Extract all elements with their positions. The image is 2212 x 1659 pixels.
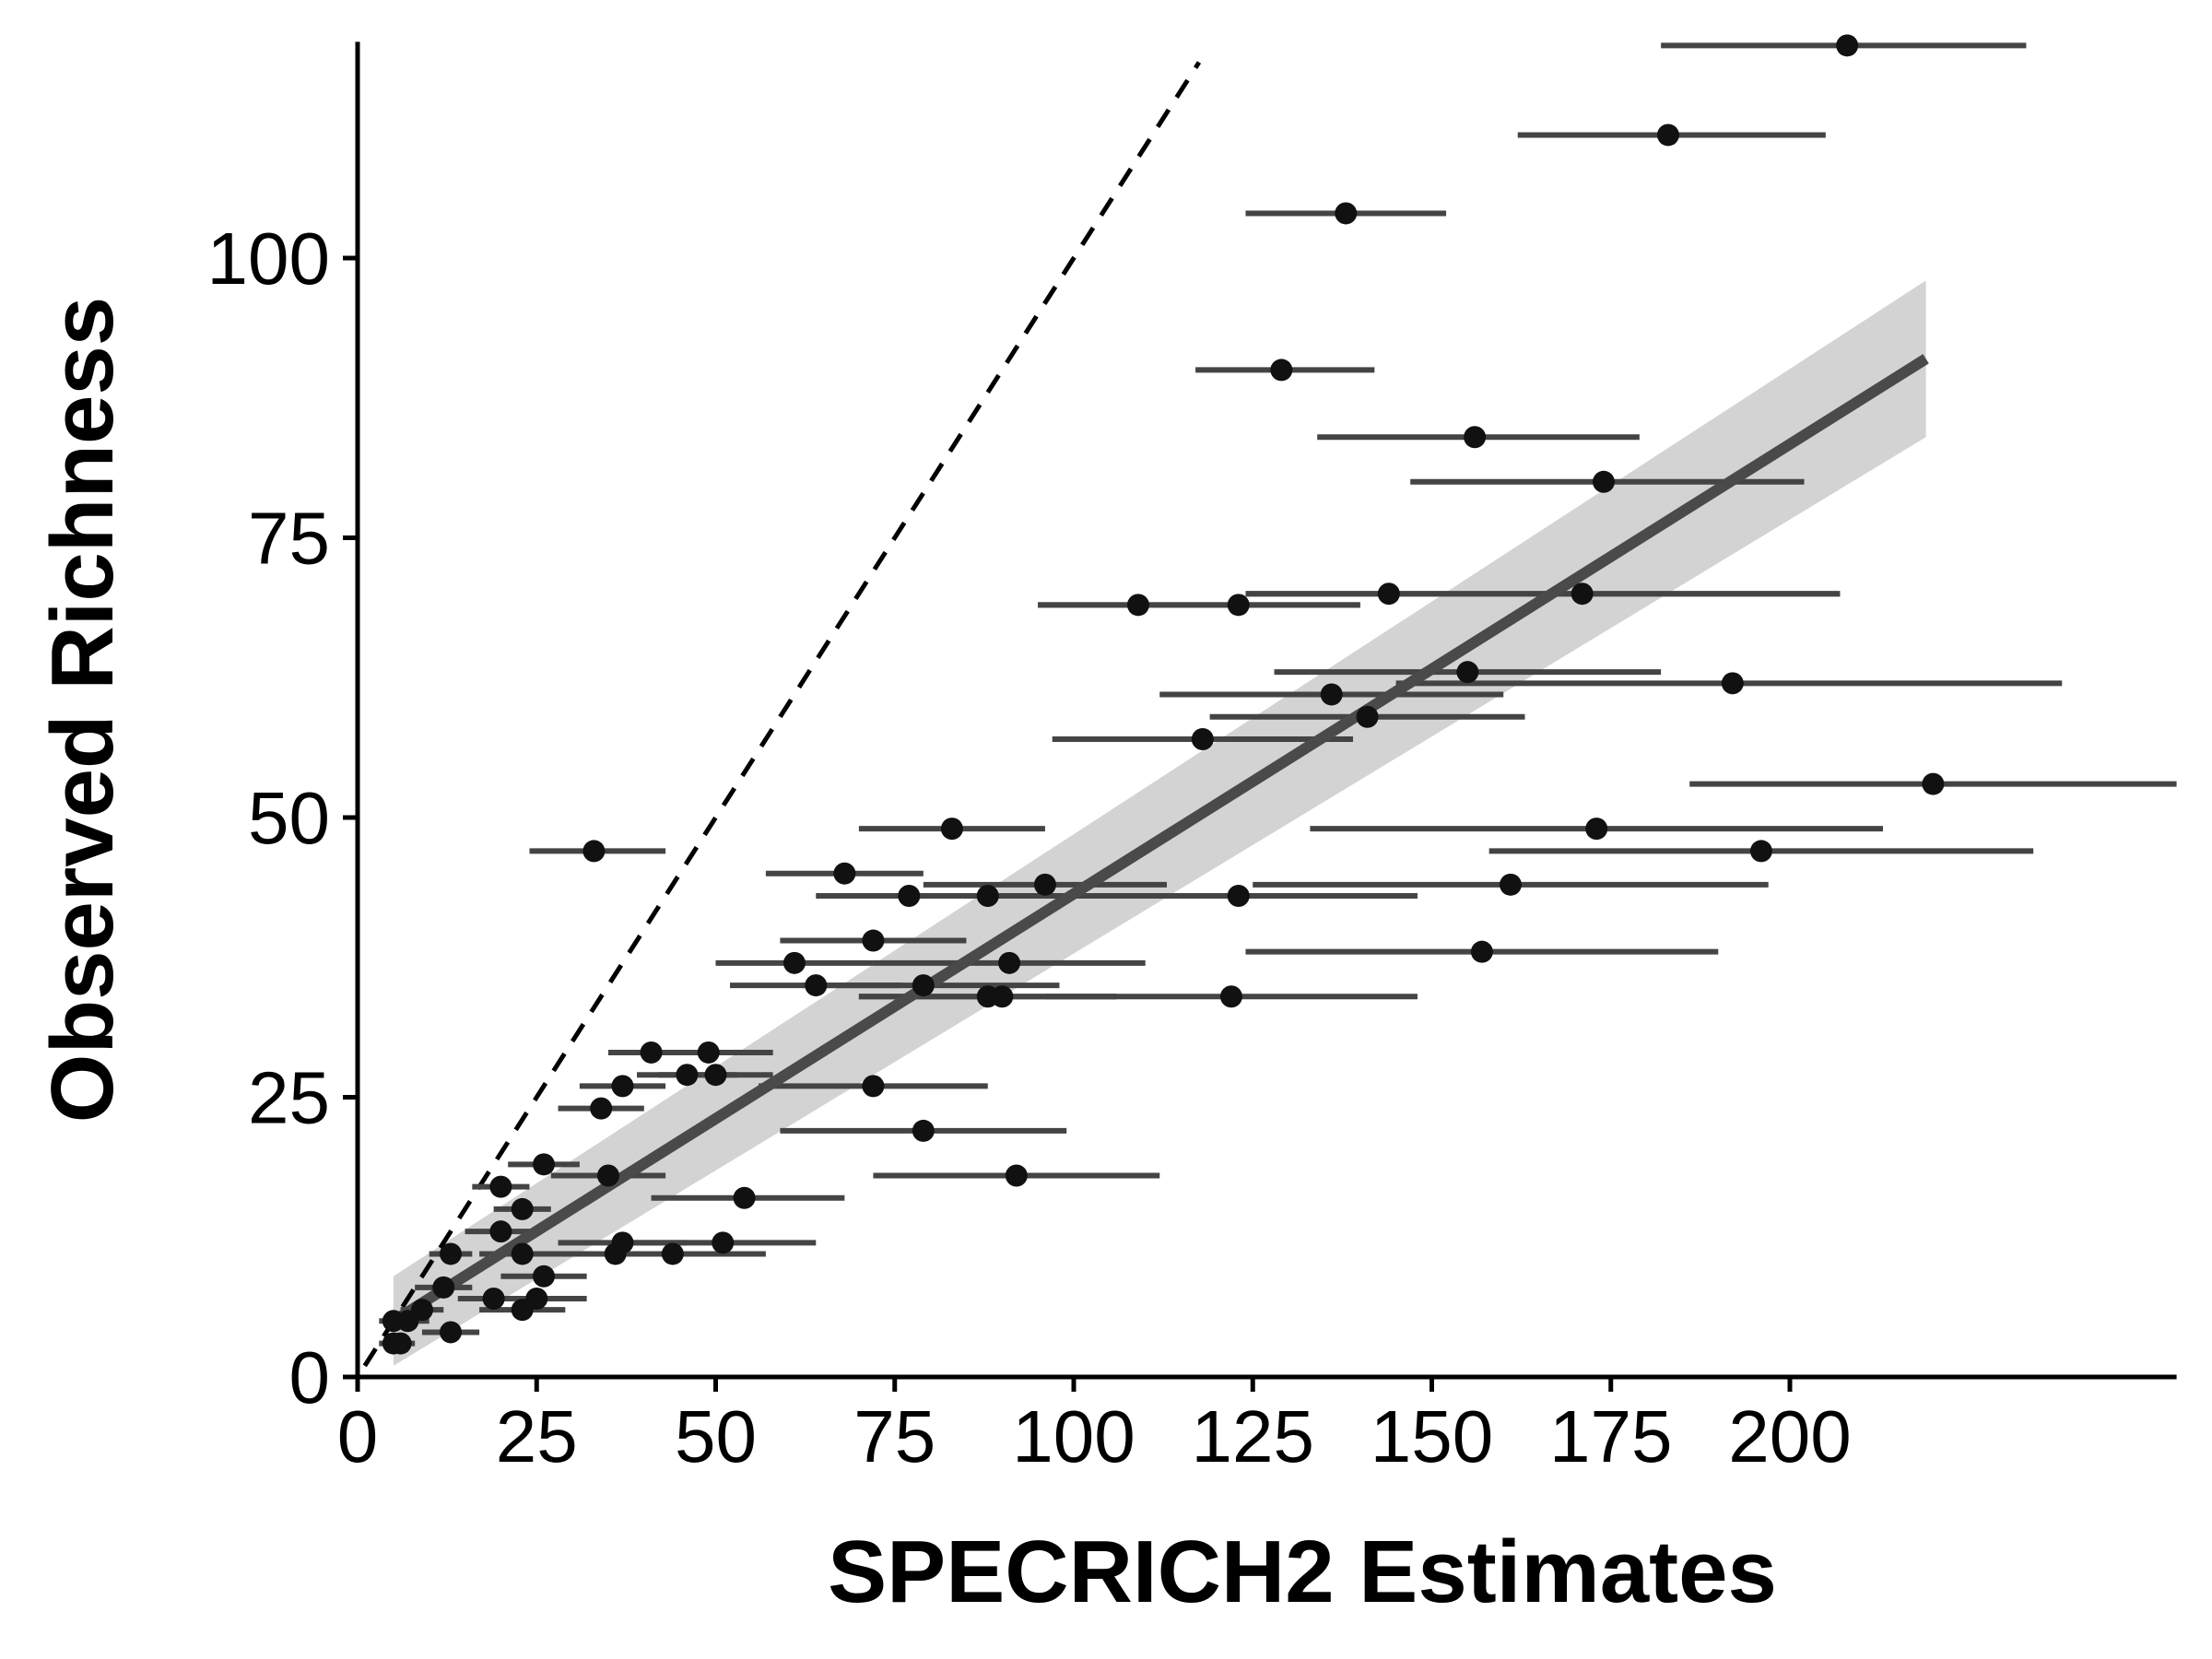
- data-point: [440, 1321, 463, 1344]
- data-point: [1836, 34, 1859, 57]
- data-point: [640, 1041, 663, 1064]
- data-point: [590, 1097, 613, 1120]
- data-point: [511, 1242, 534, 1265]
- data-point: [782, 951, 806, 974]
- data-point: [1656, 124, 1679, 147]
- y-axis-title: Observed Richness: [33, 297, 132, 1123]
- data-point-layer: [382, 34, 1945, 1355]
- y-tick-label: 75: [248, 498, 330, 580]
- confidence-band: [393, 280, 1926, 1366]
- x-tick-label: 75: [853, 1395, 935, 1477]
- fit-line: [390, 354, 1929, 1326]
- data-point: [712, 1231, 735, 1254]
- data-point: [1499, 873, 1522, 896]
- data-point: [1749, 840, 1772, 863]
- data-point: [1592, 470, 1615, 493]
- x-tick-label: 175: [1549, 1395, 1672, 1477]
- data-point: [533, 1153, 556, 1176]
- x-tick-label: 50: [675, 1395, 757, 1477]
- x-tick-label: 0: [337, 1395, 379, 1477]
- x-tick-label: 125: [1192, 1395, 1314, 1477]
- y-tick-label: 0: [289, 1336, 331, 1418]
- data-point: [382, 1310, 405, 1333]
- data-point: [862, 1075, 885, 1098]
- data-point: [611, 1075, 634, 1098]
- data-point: [1922, 772, 1945, 795]
- data-point: [440, 1242, 463, 1265]
- data-point: [389, 1332, 412, 1355]
- data-point: [1191, 728, 1214, 751]
- data-point: [704, 1064, 727, 1087]
- data-point: [1456, 661, 1479, 684]
- data-point: [511, 1197, 534, 1220]
- data-point: [998, 951, 1021, 974]
- data-point: [697, 1041, 720, 1064]
- axes: 0 25 50 75 100 125 150 175 200 0 25 50 75 100: [207, 41, 2177, 1477]
- data-point: [533, 1265, 556, 1288]
- data-point: [1335, 202, 1358, 225]
- data-point: [489, 1175, 512, 1198]
- data-point: [582, 840, 606, 863]
- x-tick-label: 100: [1012, 1395, 1135, 1477]
- data-point: [482, 1288, 505, 1311]
- data-point: [1571, 582, 1594, 606]
- y-tick-label: 100: [207, 218, 330, 300]
- fit-line-layer: [390, 354, 1929, 1326]
- y-tick-label: 50: [248, 777, 330, 859]
- data-point: [940, 818, 963, 841]
- data-point: [912, 1119, 935, 1142]
- x-tick-label: 200: [1728, 1395, 1851, 1477]
- data-point: [604, 1242, 627, 1265]
- data-point: [1219, 985, 1242, 1008]
- data-point: [1356, 705, 1379, 728]
- data-point: [991, 985, 1014, 1008]
- data-point: [1227, 594, 1250, 617]
- data-point: [596, 1164, 619, 1187]
- data-point: [1377, 582, 1400, 606]
- y-tick-label: 25: [248, 1057, 330, 1139]
- data-point: [432, 1276, 455, 1299]
- x-axis-title: SPECRICH2 Estimates: [828, 1523, 1777, 1621]
- data-point: [1585, 818, 1608, 841]
- data-point: [1005, 1164, 1028, 1187]
- data-point: [733, 1186, 756, 1209]
- data-point: [976, 884, 999, 907]
- x-tick-label: 150: [1371, 1395, 1493, 1477]
- data-point: [898, 884, 921, 907]
- data-point: [511, 1299, 534, 1322]
- data-point: [862, 929, 885, 952]
- reference-line-layer: [362, 61, 1202, 1368]
- data-point: [676, 1064, 699, 1087]
- data-point: [805, 974, 828, 997]
- data-point: [1721, 672, 1744, 695]
- data-point: [1227, 884, 1250, 907]
- data-point: [1270, 359, 1293, 382]
- data-point: [661, 1242, 684, 1265]
- data-point: [1033, 873, 1056, 896]
- data-point: [1464, 426, 1487, 449]
- data-point: [912, 974, 935, 997]
- data-point: [1470, 940, 1493, 963]
- data-point: [833, 862, 856, 885]
- data-point: [489, 1220, 512, 1243]
- reference-line: [362, 61, 1202, 1368]
- data-point: [1126, 594, 1149, 617]
- x-tick-label: 25: [496, 1395, 578, 1477]
- data-point: [1320, 683, 1343, 706]
- confidence-band-layer: [393, 280, 1926, 1366]
